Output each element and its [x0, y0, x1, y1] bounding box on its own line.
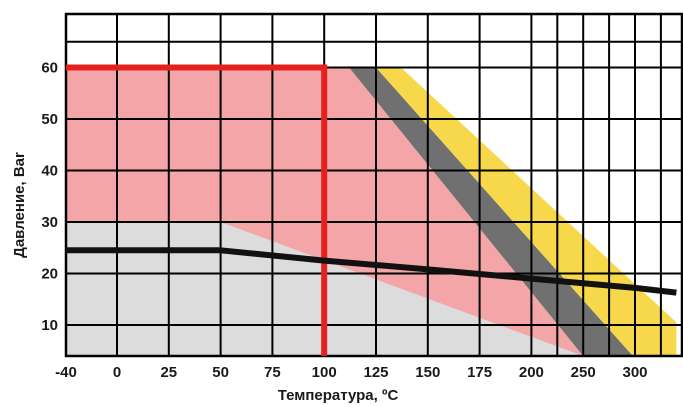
x-tick-label: 125 [363, 364, 388, 381]
x-tick-label: 250 [571, 364, 596, 381]
x-tick-label: 75 [264, 364, 281, 381]
x-tick-labels: -40 0 25 50 75 100 125 150 175 200 250 300 [55, 364, 647, 381]
black-curve [66, 247, 677, 296]
y-tick-label: 10 [41, 317, 58, 334]
x-tick-label: 100 [312, 364, 337, 381]
x-tick-label: 25 [160, 364, 177, 381]
y-tick-label: 50 [41, 111, 58, 128]
x-tick-label: 300 [622, 364, 647, 381]
plot-frame [64, 12, 683, 358]
x-tick-label: 200 [519, 364, 544, 381]
x-tick-label: 150 [415, 364, 440, 381]
y-tick-label: 20 [41, 266, 58, 283]
y-tick-label: 60 [41, 60, 58, 77]
chart-lines [66, 64, 677, 356]
x-tick-label: 0 [113, 364, 121, 381]
x-tick-label: 175 [467, 364, 492, 381]
x-tick-label: 50 [212, 364, 229, 381]
x-axis-title: Температура, ºС [278, 387, 399, 404]
y-tick-labels: 10 20 30 40 50 60 [41, 60, 58, 335]
y-axis-title: Давление, Bar [11, 152, 28, 258]
y-tick-label: 30 [41, 214, 58, 231]
y-tick-label: 40 [41, 163, 58, 180]
x-tick-label: -40 [55, 364, 77, 381]
